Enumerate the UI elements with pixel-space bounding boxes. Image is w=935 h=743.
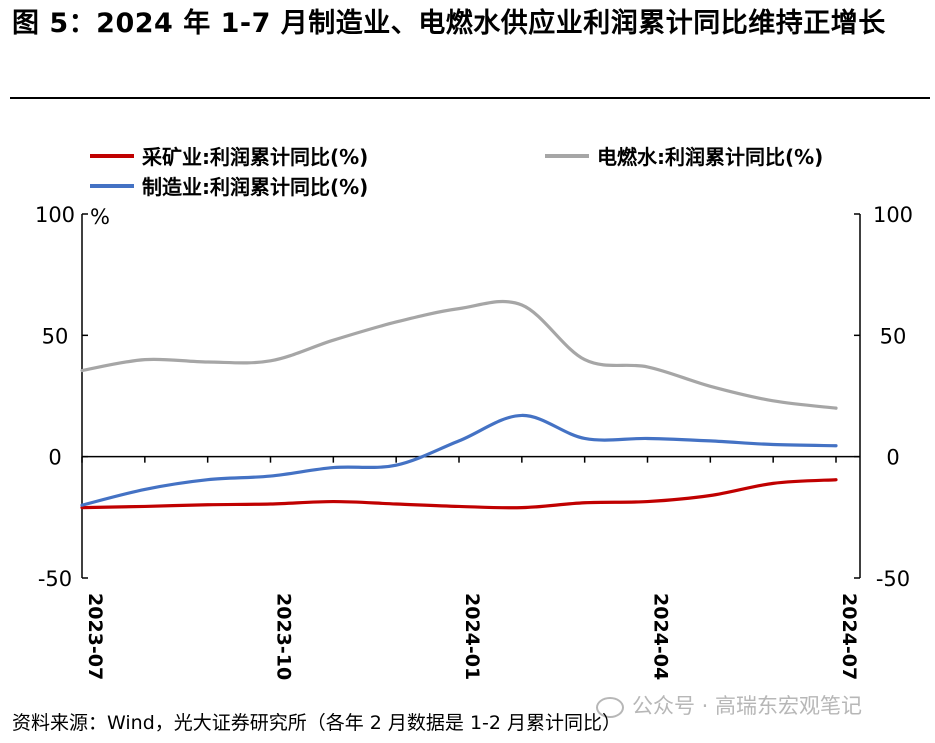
legend: 采矿业:利润累计同比(%) 电燃水:利润累计同比(%) 制造业:利润累计同比(%…: [90, 145, 823, 199]
wechat-icon: [596, 696, 624, 718]
right-y-tick-label: 100: [873, 203, 913, 227]
left-y-tick-label: -50: [38, 567, 72, 591]
x-tick-label: 2023-10: [273, 593, 295, 680]
series-lines: [80, 299, 838, 510]
right-y-tick-label: 0: [886, 446, 899, 470]
right-y-tick-label: -50: [876, 567, 910, 591]
legend-label-utilities: 电燃水:利润累计同比(%): [597, 145, 823, 169]
x-tick-label: 2024-01: [461, 593, 483, 680]
right-y-tick-label: 50: [880, 324, 907, 348]
series-line-mining: [80, 478, 838, 510]
left-y-tick-label: 100: [35, 203, 75, 227]
series-line-utilities: [80, 299, 838, 410]
watermark-text: 公众号 · 高瑞东宏观笔记: [632, 694, 863, 718]
x-tick-label: 2023-07: [84, 593, 106, 680]
right-y-ticks: 100 50 0 -50: [854, 203, 913, 591]
x-tick-label: 2024-07: [838, 593, 860, 680]
left-y-tick-label: 0: [48, 446, 61, 470]
legend-label-manufacturing: 制造业:利润累计同比(%): [142, 175, 368, 199]
source-note: 资料来源：Wind，光大证券研究所（各年 2 月数据是 1-2 月累计同比）: [12, 712, 622, 734]
watermark: 公众号 · 高瑞东宏观笔记: [596, 690, 862, 720]
y-unit-label: %: [90, 205, 110, 229]
left-y-ticks: 100 50 0 -50: [35, 203, 88, 591]
figure-title: 图 5：2024 年 1-7 月制造业、电燃水供应业利润累计同比维持正增长: [12, 8, 886, 39]
x-tick-label: 2024-04: [650, 593, 672, 680]
left-y-tick-label: 50: [42, 324, 69, 348]
legend-label-mining: 采矿业:利润累计同比(%): [142, 145, 368, 169]
x-ticks: 2023-07 2023-10 2024-01 2024-04 2024-07: [81, 456, 860, 680]
title-divider: [10, 97, 930, 99]
